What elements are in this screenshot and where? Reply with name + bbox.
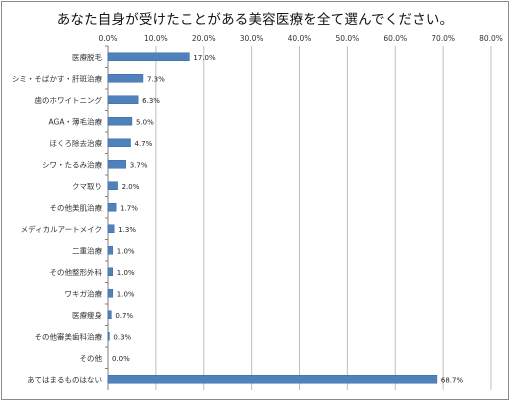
x-tick-label: 20.0% (192, 34, 216, 43)
x-tick-label: 10.0% (144, 34, 168, 43)
bars (107, 52, 438, 384)
bar (107, 375, 438, 384)
data-label: 6.3% (142, 97, 160, 105)
data-label: 4.7% (135, 140, 153, 148)
category-label: 医療脱毛 (72, 52, 102, 62)
x-tick-label: 80.0% (479, 34, 503, 43)
category-label: シミ・そばかす・肝斑治療 (12, 73, 103, 83)
bar (107, 332, 110, 341)
data-label: 1.0% (117, 247, 135, 255)
category-label: その他 (80, 353, 103, 363)
data-label: 1.0% (117, 290, 135, 298)
x-axis-ticks: 0.0% 10.0% 20.0% 30.0% 40.0% 50.0% 60.0% 70.0% 8… (98, 34, 502, 43)
data-label: 7.3% (147, 75, 165, 83)
category-label: その他整形外科 (50, 267, 103, 277)
bar (107, 117, 133, 126)
bar (107, 52, 190, 61)
data-label: 1.7% (120, 204, 138, 212)
category-label: AGA・薄毛治療 (49, 116, 103, 126)
data-label: 0.3% (113, 333, 131, 341)
data-label: 1.3% (118, 226, 136, 234)
bar (107, 95, 139, 104)
category-label: 二重治療 (72, 245, 102, 255)
x-tick-label: 70.0% (431, 34, 455, 43)
category-label: メディカルアートメイク (21, 224, 102, 234)
x-tick-label: 40.0% (288, 34, 312, 43)
category-label: あてはまるものはない (27, 375, 102, 384)
data-labels: 17.0% 7.3% 6.3% 5.0% 4.7% 3.7% 2.0% 1.7% 1.3% 1.0… (112, 54, 463, 385)
bar (107, 203, 117, 212)
category-label: その他美肌治療 (50, 202, 103, 212)
bar (107, 310, 112, 319)
bar (107, 246, 114, 255)
chart-title: あなた自身が受けたことがある美容医療を全て選んでください。 (56, 12, 454, 28)
x-tick-label: 0.0% (98, 34, 117, 43)
gridlines (107, 46, 492, 390)
bar (107, 160, 126, 169)
data-label: 0.7% (115, 312, 133, 320)
category-label: クマ取り (72, 182, 102, 191)
bar (107, 74, 144, 83)
data-label: 17.0% (193, 54, 216, 62)
data-label: 1.0% (117, 269, 135, 277)
x-tick-label: 30.0% (240, 34, 264, 43)
data-label: 3.7% (130, 161, 148, 169)
category-label: ほくろ除去治療 (50, 138, 103, 148)
bar (107, 181, 118, 190)
data-label: 5.0% (136, 118, 154, 126)
bar (107, 267, 114, 276)
category-label: ワキガ治療 (65, 288, 103, 298)
category-label: その他審美歯科治療 (35, 331, 103, 341)
category-label: シワ・たるみ治療 (42, 159, 102, 169)
bar (107, 138, 131, 147)
bar (107, 224, 115, 233)
x-tick-label: 60.0% (383, 34, 407, 43)
x-tick-label: 50.0% (335, 34, 359, 43)
category-label: 歯のホワイトニング (35, 95, 103, 105)
data-label: 68.7% (441, 376, 464, 384)
data-label: 0.0% (112, 355, 130, 363)
data-label: 2.0% (122, 183, 140, 191)
category-label: 医療痩身 (72, 310, 102, 320)
bar (107, 289, 114, 298)
